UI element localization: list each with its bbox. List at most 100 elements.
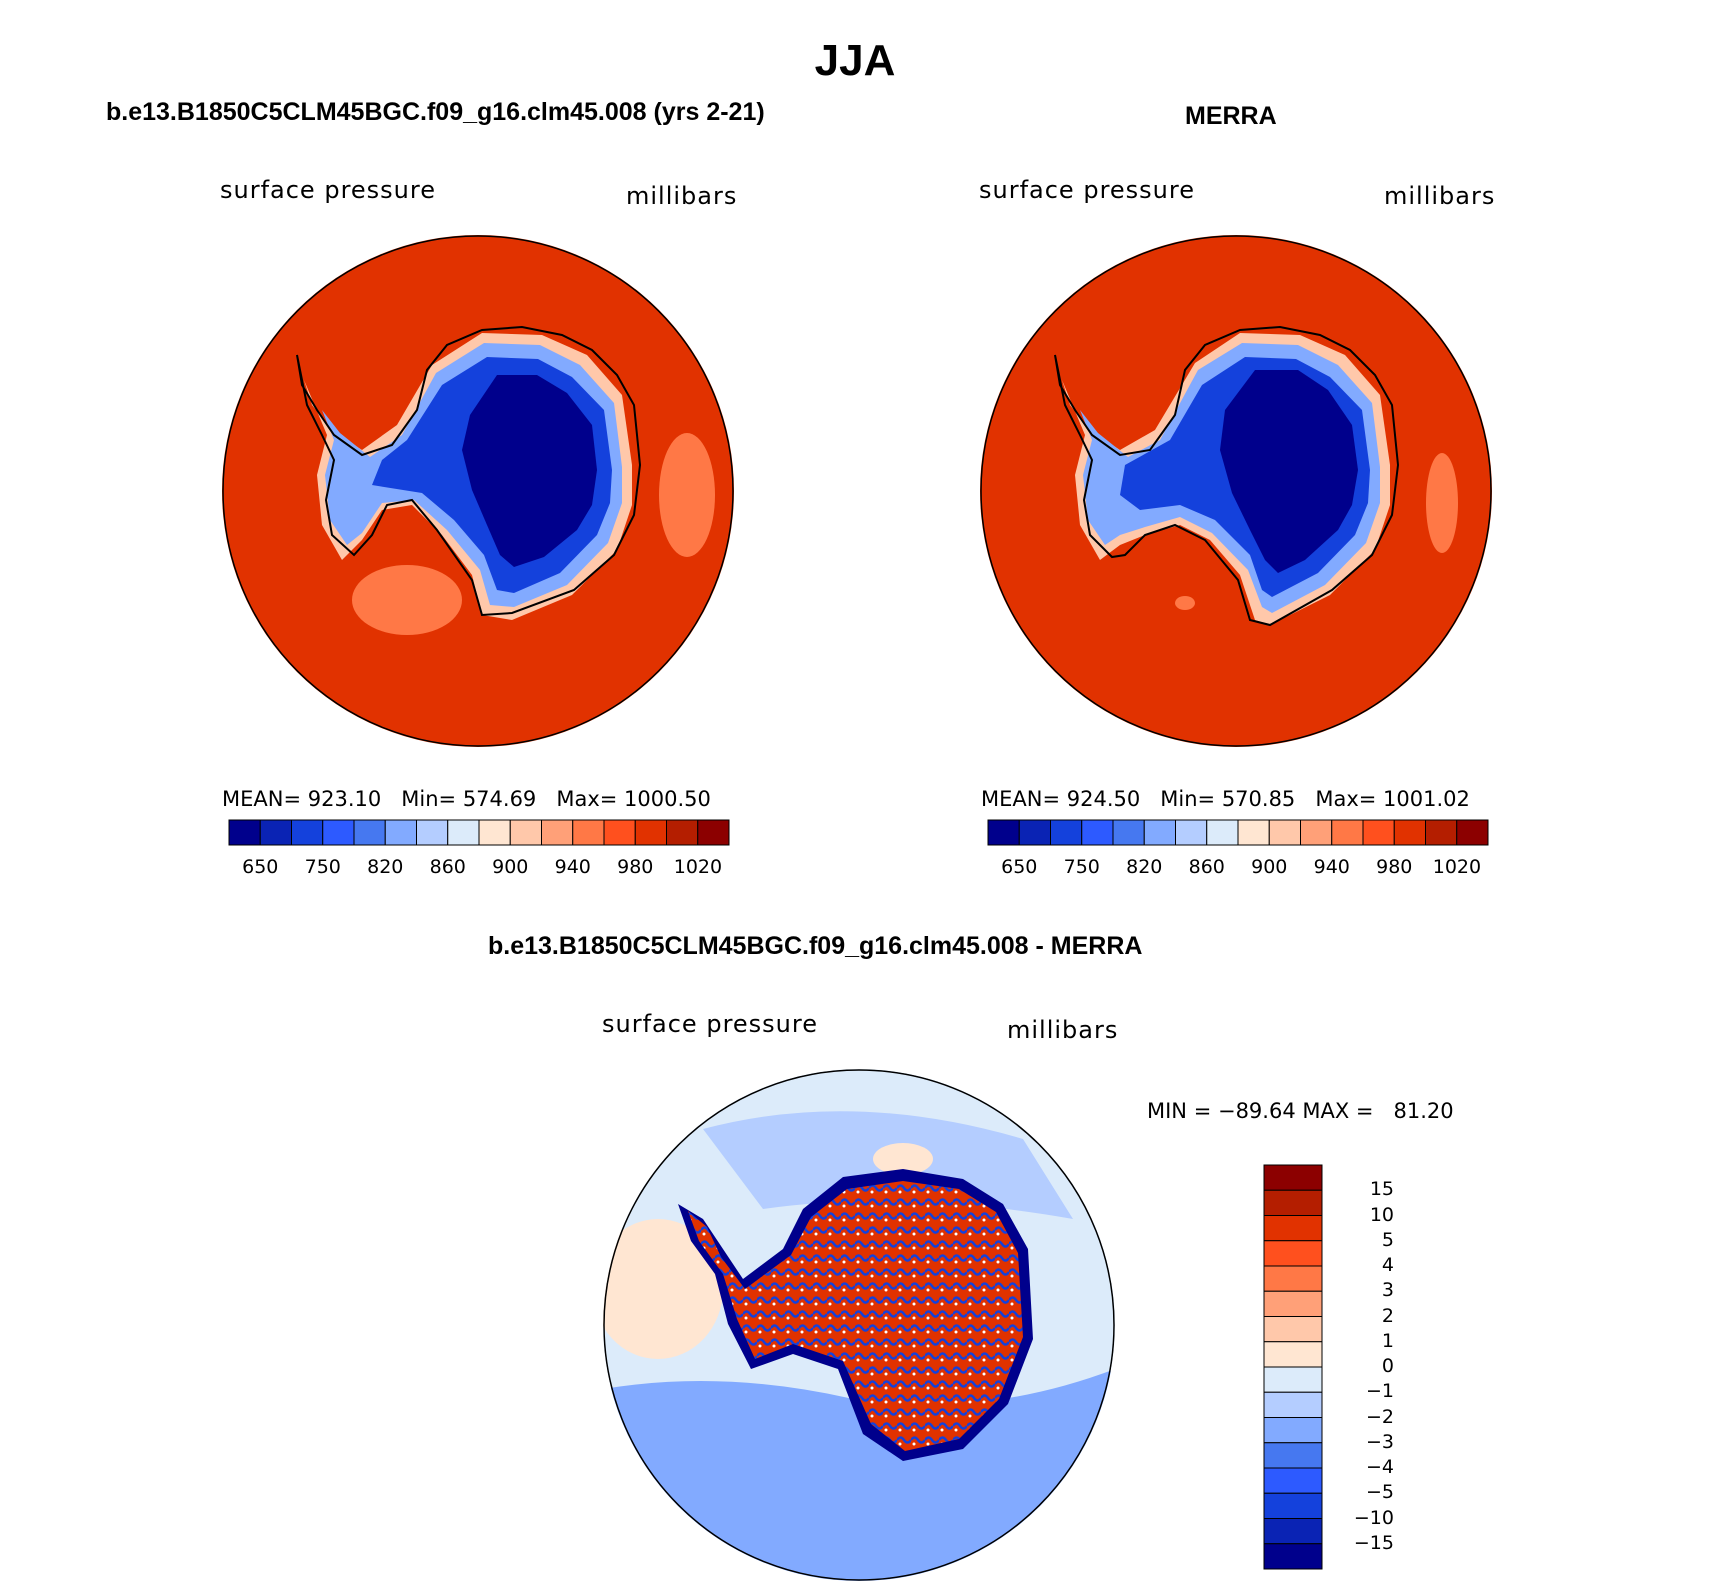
- panel-3-positive-region-top: [873, 1143, 933, 1175]
- colorbar-box: [1263, 1442, 1323, 1469]
- colorbar-tick-label: 1020: [673, 856, 723, 878]
- colorbar-box: [1456, 819, 1489, 846]
- panel-3-variable: surface pressure: [602, 1010, 818, 1038]
- colorbar-box: [1263, 1492, 1323, 1519]
- panel-1-colorbar-ticks: 650 750 820 860 900 940 980 1020: [229, 856, 729, 882]
- colorbar-tick-label: 650: [242, 856, 279, 878]
- colorbar-tick-label: 4: [1381, 1254, 1394, 1276]
- panel-1-coastline: [296, 325, 642, 617]
- colorbar-box: [1263, 1215, 1323, 1242]
- colorbar-box: [541, 819, 574, 846]
- colorbar-box: [1263, 1189, 1323, 1216]
- panel-2-variable: surface pressure: [979, 176, 1195, 204]
- colorbar-box: [1331, 819, 1364, 846]
- panel-1-variable: surface pressure: [220, 176, 436, 204]
- panel-2-low-region-right: [1426, 453, 1458, 553]
- panel-2-stats: MEAN= 924.50 Min= 570.85 Max= 1001.02: [981, 787, 1470, 811]
- colorbar-tick-label: 5: [1381, 1228, 1394, 1251]
- colorbar-box: [1112, 819, 1145, 846]
- panel-1-max-value: 1000.50: [624, 787, 711, 811]
- panel-1-colorbar: [228, 819, 730, 846]
- colorbar-tick-label: 860: [1188, 856, 1225, 878]
- colorbar-tick-label: 900: [1251, 856, 1288, 878]
- panel-1-min-label: Min=: [401, 787, 457, 811]
- panel-3-colorbar: [1263, 1164, 1323, 1570]
- colorbar-box: [697, 819, 730, 846]
- colorbar-box: [666, 819, 699, 846]
- panel-2-coastline: [1054, 325, 1400, 627]
- colorbar-box: [384, 819, 417, 846]
- colorbar-tick-label: −4: [1365, 1456, 1394, 1478]
- panel-3-min-max: MIN = −89.64 MAX = 81.20: [1147, 1099, 1454, 1123]
- panel-3-map: [603, 1069, 1115, 1581]
- colorbar-tick-label: −15: [1353, 1531, 1394, 1554]
- colorbar-tick-label: 860: [429, 856, 466, 878]
- panel-2-colorbar-ticks: 650 750 820 860 900 940 980 1020: [988, 856, 1488, 882]
- colorbar-tick-label: 650: [1001, 856, 1038, 878]
- panel-2-map: [980, 235, 1492, 747]
- colorbar-box: [322, 819, 355, 846]
- colorbar-box: [1393, 819, 1426, 846]
- panel-2-continent-plateau: [1220, 370, 1358, 573]
- colorbar-box: [1263, 1543, 1323, 1570]
- panel-2-title: MERRA: [1185, 102, 1277, 130]
- colorbar-box: [634, 819, 667, 846]
- colorbar-box: [1263, 1164, 1323, 1191]
- colorbar-box: [1263, 1290, 1323, 1317]
- panel-1-mean-value: 923.10: [307, 787, 382, 811]
- panel-3-positive-region-left: [603, 1219, 723, 1359]
- colorbar-box: [987, 819, 1020, 846]
- colorbar-tick-label: 750: [1063, 856, 1100, 878]
- colorbar-box: [509, 819, 542, 846]
- colorbar-box: [1050, 819, 1083, 846]
- colorbar-box: [1268, 819, 1301, 846]
- main-title: JJA: [814, 36, 896, 85]
- colorbar-box: [1237, 819, 1270, 846]
- panel-1-low-region-right: [659, 433, 715, 557]
- panel-1-title: b.e13.B1850C5CLM45BGC.f09_g16.clm45.008 …: [106, 98, 765, 126]
- colorbar-tick-label: −3: [1365, 1430, 1394, 1453]
- colorbar-box: [1263, 1240, 1323, 1267]
- colorbar-tick-label: 1: [1381, 1329, 1394, 1352]
- colorbar-tick-label: 10: [1369, 1203, 1394, 1226]
- panel-2-low-region-small: [1175, 596, 1195, 610]
- colorbar-box: [1263, 1467, 1323, 1494]
- colorbar-tick-label: 980: [617, 856, 654, 878]
- colorbar-tick-label: 940: [1313, 856, 1350, 878]
- colorbar-box: [1263, 1391, 1323, 1418]
- colorbar-box: [1018, 819, 1051, 846]
- colorbar-tick-label: 2: [1381, 1304, 1394, 1327]
- colorbar-box: [1081, 819, 1114, 846]
- panel-1-map: [222, 235, 734, 747]
- colorbar-box: [1263, 1316, 1323, 1343]
- colorbar-tick-label: 900: [492, 856, 529, 878]
- panel-1-low-region-bottom: [352, 565, 462, 635]
- colorbar-box: [1263, 1341, 1323, 1368]
- colorbar-tick-label: 15: [1369, 1178, 1394, 1201]
- panel-1-min-value: 574.69: [462, 787, 537, 811]
- panel-1-max-label: Max=: [556, 787, 618, 811]
- colorbar-tick-label: 820: [367, 856, 404, 878]
- colorbar-box: [603, 819, 636, 846]
- colorbar-box: [447, 819, 480, 846]
- colorbar-box: [1263, 1366, 1323, 1393]
- colorbar-box: [1362, 819, 1395, 846]
- panel-3-units: millibars: [1007, 1016, 1119, 1044]
- colorbar-box: [353, 819, 386, 846]
- panel-2-max-value: 1001.02: [1383, 787, 1470, 811]
- panel-1-units: millibars: [626, 182, 738, 210]
- colorbar-box: [1425, 819, 1458, 846]
- panel-3-title: b.e13.B1850C5CLM45BGC.f09_g16.clm45.008 …: [488, 932, 1143, 960]
- panel-3-colorbar-ticks: 15 10 5 4 3 2 1 0 −1 −2 −3 −4 −5 −10 −15: [1334, 1165, 1404, 1569]
- colorbar-tick-label: 980: [1376, 856, 1413, 878]
- colorbar-tick-label: −2: [1365, 1405, 1394, 1428]
- colorbar-box: [291, 819, 324, 846]
- panel-2-max-label: Max=: [1315, 787, 1377, 811]
- panel-1-mean-label: MEAN=: [222, 787, 302, 811]
- colorbar-box: [478, 819, 511, 846]
- colorbar-tick-label: 750: [304, 856, 341, 878]
- colorbar-tick-label: −1: [1365, 1380, 1394, 1403]
- panel-2-mean-label: MEAN=: [981, 787, 1061, 811]
- colorbar-tick-label: −10: [1353, 1506, 1394, 1529]
- colorbar-box: [1263, 1518, 1323, 1545]
